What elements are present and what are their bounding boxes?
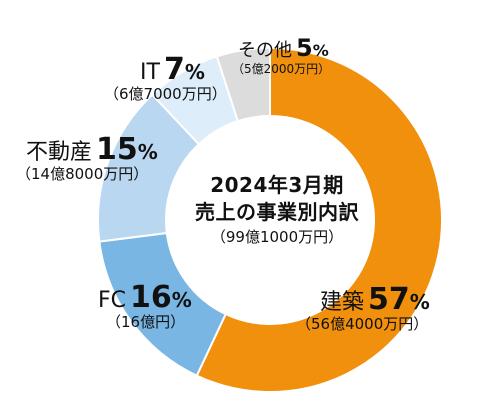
slice-label-kenchiku: 建築 57% （56億4000万円） [296,282,430,334]
donut-slice-4 [215,46,271,123]
slice-name: 不動産 [26,140,93,165]
slice-label-fc: FC 16% （16億円） [98,280,192,332]
chart-title-line-1: 2024年3月期 [210,173,344,197]
slice-percent: 5% [296,34,329,62]
slice-amount: （56億4000万円） [296,315,429,333]
slice-amount: （14億8000万円） [16,165,149,183]
slice-percent: 16% [130,280,192,315]
slice-label-it: IT 7% （6億7000万円） [104,52,227,104]
slice-percent: 15% [96,132,158,167]
slice-name: 建築 [320,290,365,315]
slice-amount: （5億2000万円） [232,62,331,76]
slice-amount: （6億7000万円） [104,85,227,103]
slice-name: IT [140,60,160,85]
slice-amount: （16億円） [106,313,186,331]
chart-total-label: （99億1000万円） [210,228,344,246]
slice-label-fudosan: 不動産 15% （14億8000万円） [16,132,158,184]
slice-percent: 57% [368,282,430,317]
slice-percent: 7% [163,52,205,87]
slice-name: その他 [238,40,292,61]
donut-slice-0 [195,46,444,393]
slice-name: FC [98,288,127,313]
slice-label-other: その他 5% （5億2000万円） [232,34,330,77]
chart-center-title: 2024年3月期 売上の事業別内訳 （99億1000万円） [160,172,394,248]
chart-title-line-2: 売上の事業別内訳 [195,200,359,224]
